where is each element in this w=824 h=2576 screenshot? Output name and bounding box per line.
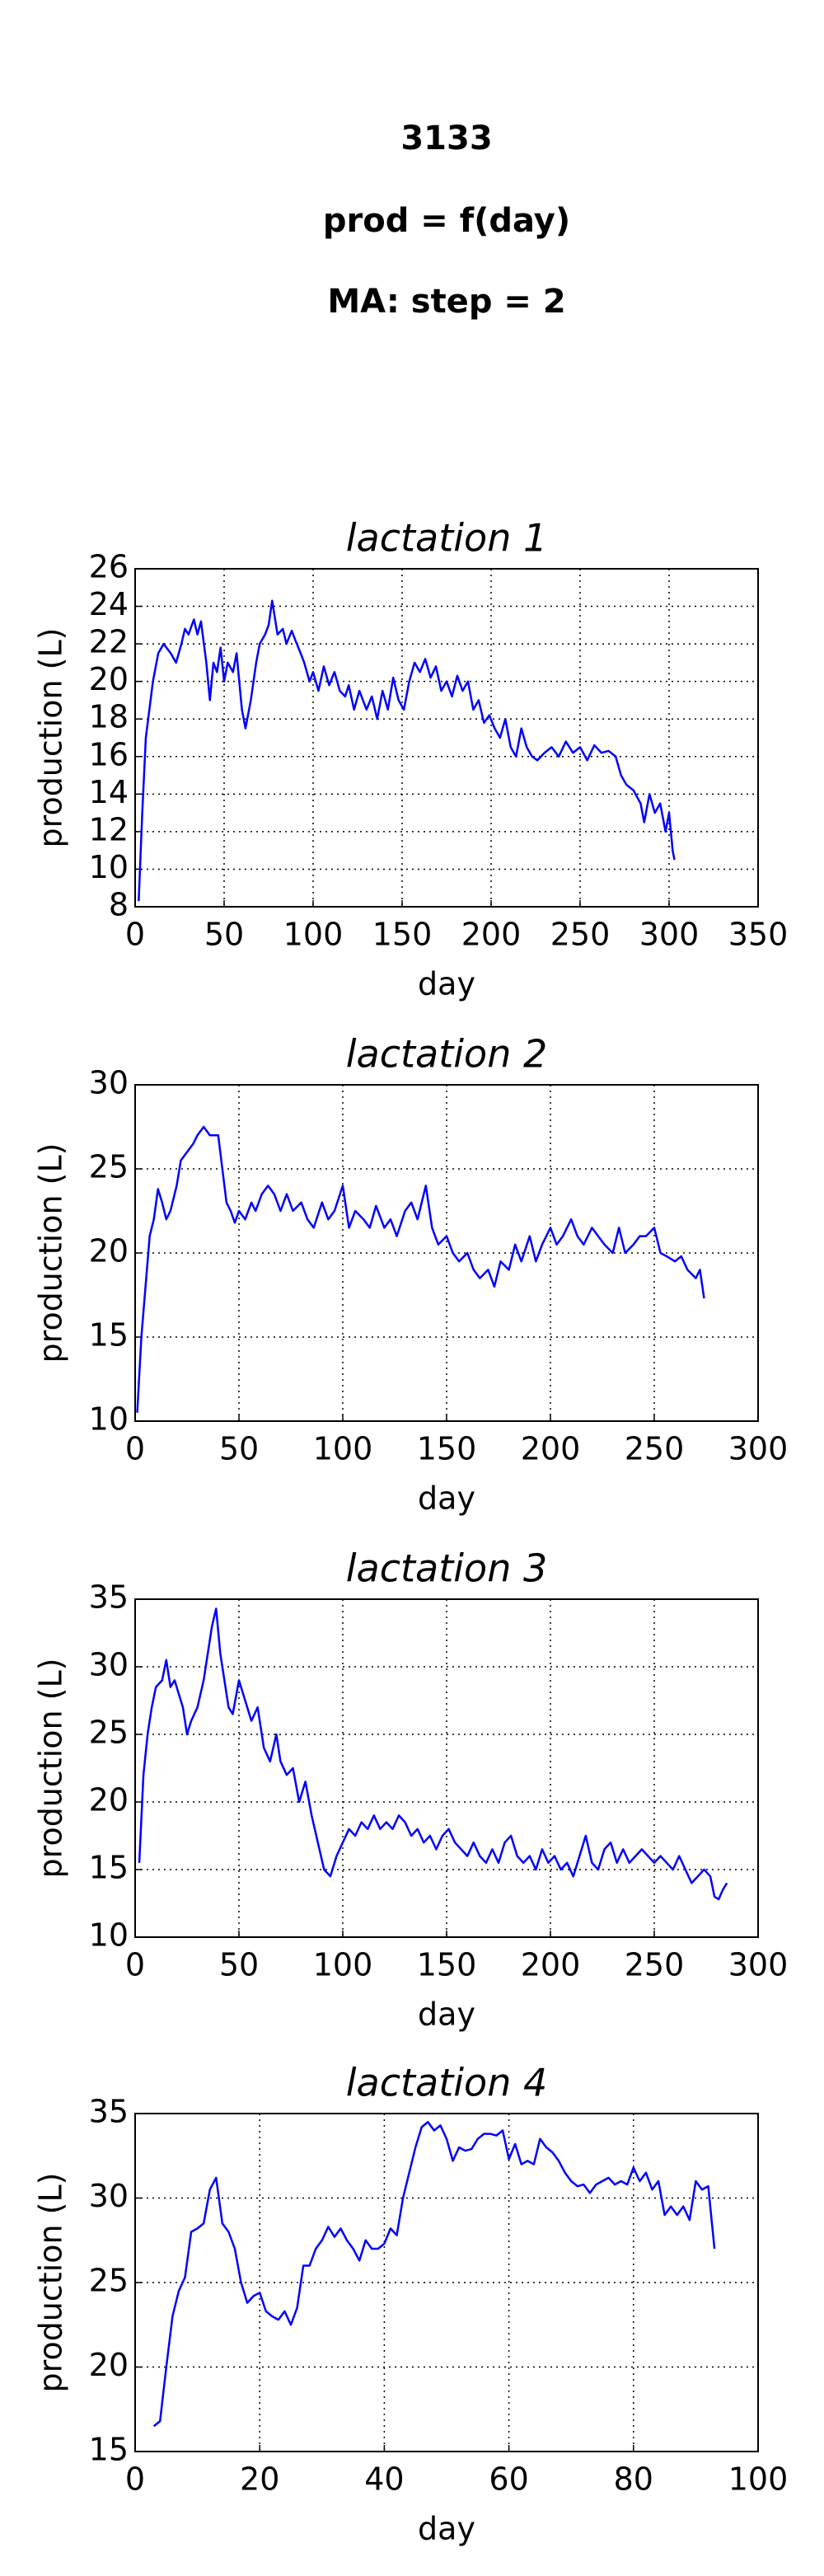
- x-tick-label: 300: [639, 917, 700, 953]
- y-tick-label: 18: [89, 699, 129, 735]
- plot-frame: [134, 2113, 759, 2452]
- x-tick-label: 300: [728, 1947, 789, 1983]
- x-tick-label: 250: [625, 1947, 685, 1983]
- x-tick-label: 100: [283, 917, 344, 953]
- y-tick-label: 25: [89, 1149, 129, 1185]
- y-tick-label: 10: [89, 849, 129, 885]
- y-tick-label: 15: [89, 1850, 129, 1886]
- y-tick-label: 15: [89, 1317, 129, 1354]
- x-tick-label: 350: [728, 917, 789, 953]
- x-axis-label: day: [418, 2511, 475, 2547]
- x-tick-label: 150: [372, 917, 433, 953]
- y-tick-label: 20: [89, 1233, 129, 1269]
- chart-title: lactation 2: [346, 1032, 548, 1077]
- x-tick-label: 80: [614, 2461, 653, 2498]
- y-axis-label: production (L): [33, 628, 69, 848]
- header-line: MA: step = 2: [327, 283, 565, 321]
- x-tick-label: 100: [313, 1947, 373, 1983]
- x-axis-label: day: [418, 1480, 475, 1517]
- chart-title: lactation 1: [346, 516, 548, 561]
- data-line: [138, 1607, 728, 1901]
- chart-title: lactation 3: [346, 1546, 548, 1591]
- x-tick-label: 50: [219, 1947, 259, 1983]
- x-tick-label: 100: [313, 1431, 373, 1467]
- y-axis-label: production (L): [33, 2173, 69, 2393]
- y-tick-label: 20: [89, 661, 129, 697]
- x-tick-label: 0: [125, 2461, 145, 2498]
- y-tick-label: 24: [89, 586, 129, 622]
- y-tick-label: 30: [89, 1647, 129, 1683]
- y-tick-label: 12: [89, 811, 129, 847]
- x-tick-label: 60: [489, 2461, 528, 2498]
- x-tick-label: 200: [521, 1947, 581, 1983]
- y-tick-label: 26: [89, 549, 129, 585]
- x-tick-label: 250: [625, 1431, 685, 1467]
- plot-frame: [134, 568, 759, 908]
- x-tick-label: 100: [728, 2461, 789, 2498]
- x-axis-label: day: [418, 1997, 475, 2033]
- x-tick-label: 150: [417, 1431, 477, 1467]
- x-tick-label: 50: [204, 917, 244, 953]
- x-tick-label: 150: [417, 1947, 477, 1983]
- x-tick-label: 200: [521, 1431, 581, 1467]
- data-line: [138, 599, 676, 902]
- y-tick-label: 25: [89, 1715, 129, 1751]
- y-tick-label: 30: [89, 1065, 129, 1101]
- x-tick-label: 200: [461, 917, 522, 953]
- y-tick-label: 10: [89, 1401, 129, 1438]
- y-tick-label: 20: [89, 1782, 129, 1818]
- y-tick-label: 35: [89, 2094, 129, 2130]
- y-tick-label: 25: [89, 2263, 129, 2299]
- data-line: [152, 2121, 716, 2428]
- x-axis-label: day: [418, 966, 475, 1002]
- x-tick-label: 0: [125, 1947, 145, 1983]
- y-tick-label: 15: [89, 2432, 129, 2468]
- y-axis-label: production (L): [33, 1143, 69, 1363]
- x-tick-label: 0: [125, 917, 145, 953]
- y-tick-label: 10: [89, 1917, 129, 1954]
- chart-title: lactation 4: [346, 2061, 548, 2105]
- x-tick-label: 20: [240, 2461, 279, 2498]
- y-tick-label: 30: [89, 2178, 129, 2214]
- header-line: 3133: [400, 120, 492, 157]
- x-tick-label: 40: [364, 2461, 404, 2498]
- y-tick-label: 16: [89, 736, 129, 772]
- x-tick-label: 0: [125, 1431, 145, 1467]
- y-tick-label: 14: [89, 774, 129, 810]
- y-tick-label: 35: [89, 1579, 129, 1616]
- plot-frame: [134, 1598, 759, 1938]
- data-line: [136, 1125, 705, 1413]
- x-tick-label: 300: [728, 1431, 789, 1467]
- x-tick-label: 50: [219, 1431, 259, 1467]
- y-tick-label: 8: [109, 887, 129, 923]
- header-line: prod = f(day): [323, 202, 570, 240]
- y-axis-label: production (L): [33, 1659, 69, 1879]
- x-tick-label: 250: [550, 917, 611, 953]
- plot-frame: [134, 1084, 759, 1422]
- y-tick-label: 20: [89, 2347, 129, 2383]
- y-tick-label: 22: [89, 624, 129, 660]
